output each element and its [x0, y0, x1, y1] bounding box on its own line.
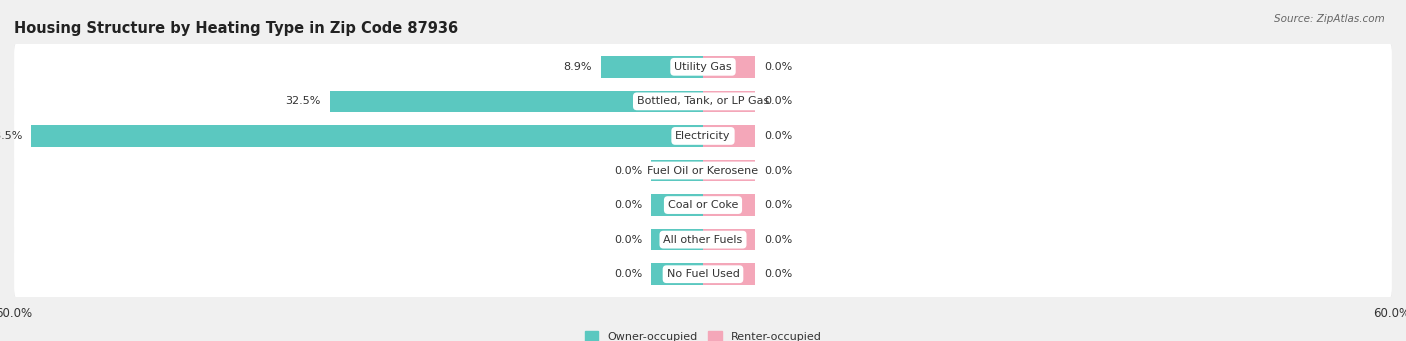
- Bar: [651, 229, 703, 250]
- Text: 8.9%: 8.9%: [564, 62, 592, 72]
- Bar: [600, 56, 703, 77]
- FancyBboxPatch shape: [14, 42, 1392, 92]
- Bar: [703, 194, 755, 216]
- Legend: Owner-occupied, Renter-occupied: Owner-occupied, Renter-occupied: [581, 327, 825, 341]
- Text: Housing Structure by Heating Type in Zip Code 87936: Housing Structure by Heating Type in Zip…: [14, 21, 458, 36]
- Text: 58.5%: 58.5%: [0, 131, 22, 141]
- Text: Coal or Coke: Coal or Coke: [668, 200, 738, 210]
- Text: 0.0%: 0.0%: [763, 269, 792, 279]
- FancyBboxPatch shape: [14, 250, 1392, 299]
- FancyBboxPatch shape: [14, 111, 1392, 161]
- Text: 0.0%: 0.0%: [763, 97, 792, 106]
- Bar: [31, 125, 703, 147]
- Bar: [651, 264, 703, 285]
- Text: All other Fuels: All other Fuels: [664, 235, 742, 244]
- Text: 0.0%: 0.0%: [614, 200, 643, 210]
- Text: Source: ZipAtlas.com: Source: ZipAtlas.com: [1274, 14, 1385, 24]
- Text: 0.0%: 0.0%: [614, 269, 643, 279]
- FancyBboxPatch shape: [14, 146, 1392, 195]
- Bar: [651, 194, 703, 216]
- Bar: [703, 229, 755, 250]
- FancyBboxPatch shape: [14, 77, 1392, 126]
- Text: Fuel Oil or Kerosene: Fuel Oil or Kerosene: [647, 165, 759, 176]
- FancyBboxPatch shape: [14, 76, 1392, 126]
- Text: 0.0%: 0.0%: [614, 165, 643, 176]
- FancyBboxPatch shape: [14, 215, 1392, 265]
- Bar: [651, 160, 703, 181]
- Text: 0.0%: 0.0%: [763, 131, 792, 141]
- Text: 0.0%: 0.0%: [763, 200, 792, 210]
- FancyBboxPatch shape: [14, 215, 1392, 264]
- FancyBboxPatch shape: [14, 146, 1392, 195]
- Text: Utility Gas: Utility Gas: [675, 62, 731, 72]
- Bar: [703, 160, 755, 181]
- FancyBboxPatch shape: [14, 180, 1392, 229]
- Text: 0.0%: 0.0%: [763, 62, 792, 72]
- Text: 0.0%: 0.0%: [614, 235, 643, 244]
- Text: No Fuel Used: No Fuel Used: [666, 269, 740, 279]
- Text: Bottled, Tank, or LP Gas: Bottled, Tank, or LP Gas: [637, 97, 769, 106]
- Bar: [703, 91, 755, 112]
- FancyBboxPatch shape: [14, 180, 1392, 230]
- Bar: [703, 264, 755, 285]
- Text: 0.0%: 0.0%: [763, 235, 792, 244]
- Text: Electricity: Electricity: [675, 131, 731, 141]
- Bar: [703, 125, 755, 147]
- Bar: [703, 56, 755, 77]
- FancyBboxPatch shape: [14, 42, 1392, 91]
- Text: 0.0%: 0.0%: [763, 165, 792, 176]
- Text: 32.5%: 32.5%: [285, 97, 321, 106]
- Bar: [330, 91, 703, 112]
- FancyBboxPatch shape: [14, 249, 1392, 299]
- FancyBboxPatch shape: [14, 112, 1392, 161]
